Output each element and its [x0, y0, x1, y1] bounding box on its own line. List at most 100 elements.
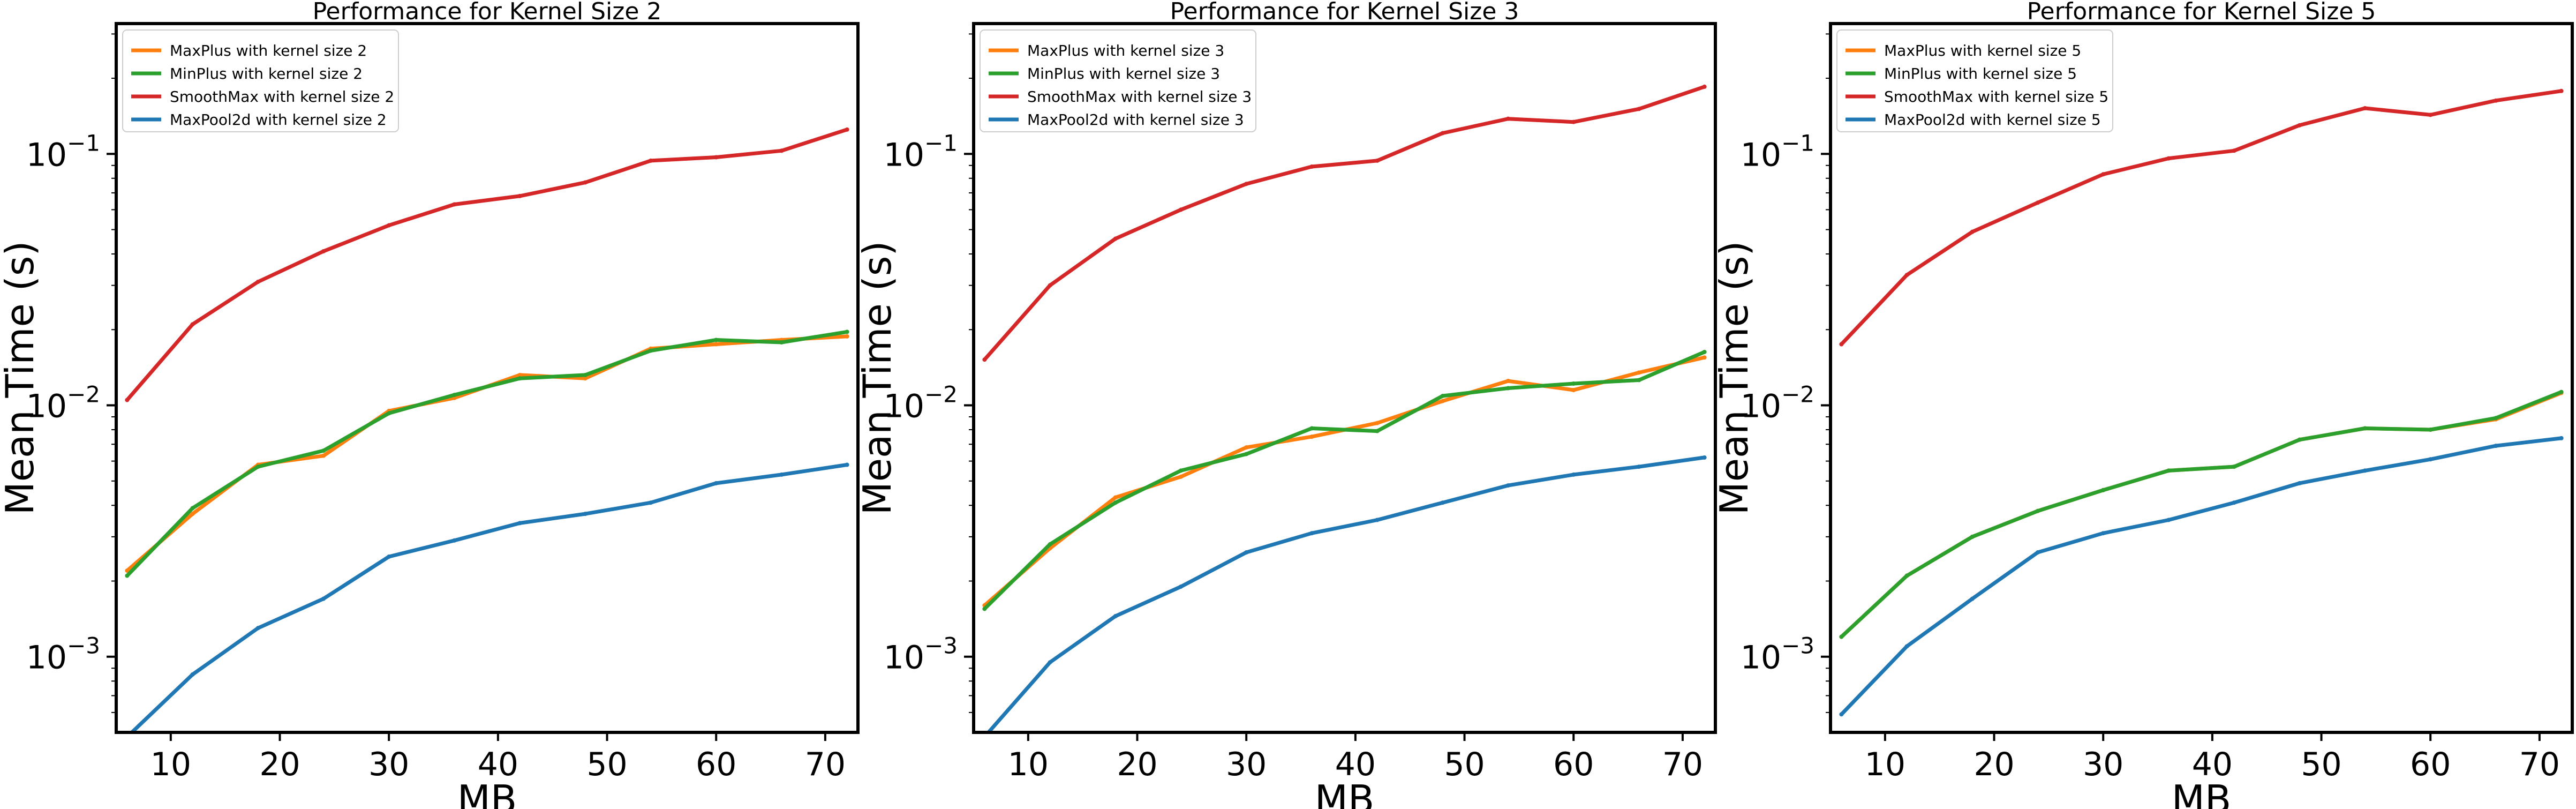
- data-point: [1048, 283, 1052, 288]
- data-point: [649, 158, 653, 163]
- data-point: [2559, 88, 2564, 93]
- data-point: [452, 393, 457, 398]
- legend-box: [980, 29, 1256, 132]
- chart-title: Performance for Kernel Size 3: [1170, 0, 1519, 25]
- data-point: [1637, 378, 1641, 383]
- legend-label: SmoothMax with kernel size 2: [170, 88, 394, 106]
- x-axis-label: MB: [457, 777, 517, 809]
- chart-title: Performance for Kernel Size 5: [2027, 0, 2376, 25]
- data-point: [255, 626, 260, 631]
- data-point: [190, 506, 195, 511]
- data-point: [255, 465, 260, 469]
- data-point: [2166, 518, 2171, 522]
- series-line: [1840, 391, 2562, 639]
- data-point: [2101, 531, 2106, 536]
- data-point: [1839, 342, 1844, 347]
- data-point: [583, 376, 587, 381]
- series-line: [983, 355, 1705, 607]
- data-point: [2559, 436, 2564, 440]
- axes-frame: [972, 22, 1717, 734]
- x-tick-label: 30: [2083, 746, 2123, 783]
- data-point: [1839, 634, 1844, 639]
- data-point: [2035, 550, 2040, 555]
- data-point: [1244, 182, 1249, 186]
- y-tick-label: 10−3: [1741, 633, 1814, 677]
- x-tick-label: 40: [478, 746, 518, 783]
- y-tick-label: 10−2: [26, 381, 100, 425]
- data-point: [190, 322, 195, 327]
- data-point: [1309, 435, 1314, 439]
- data-point: [2363, 106, 2368, 110]
- y-tick-label: 10−2: [1741, 381, 1814, 425]
- data-point: [387, 223, 391, 228]
- data-point: [1970, 229, 1975, 234]
- data-point: [1113, 495, 1118, 500]
- legend: MaxPlus with kernel size 2 MinPlus with k…: [122, 29, 399, 132]
- data-point: [779, 472, 784, 477]
- legend-label: MinPlus with kernel size 5: [1884, 65, 2077, 83]
- data-point: [190, 672, 195, 677]
- data-point: [845, 462, 849, 467]
- data-point: [1113, 236, 1118, 241]
- series-line: [1840, 436, 2562, 716]
- series-line: [126, 334, 847, 572]
- data-point: [321, 448, 326, 453]
- data-point: [2232, 465, 2236, 469]
- data-point: [1571, 388, 1576, 393]
- data-point: [1637, 465, 1641, 469]
- data-point: [1637, 370, 1641, 375]
- chart-panel: 10 20 30 40 50 60 70 10−3 10−2 10−1 Performance fo…: [855, 0, 1717, 809]
- data-point: [1309, 164, 1314, 169]
- x-axis-label: MB: [1315, 777, 1375, 809]
- series-line: [1840, 89, 2562, 346]
- x-tick-label: 70: [2519, 746, 2560, 783]
- data-point: [2101, 488, 2106, 492]
- data-point: [1702, 355, 1707, 360]
- data-point: [2363, 468, 2368, 473]
- legend: MaxPlus with kernel size 5 MinPlus with k…: [1836, 29, 2113, 132]
- x-tick-label: 30: [368, 746, 409, 783]
- data-point: [452, 202, 457, 207]
- data-point: [1178, 207, 1183, 212]
- data-point: [387, 555, 391, 559]
- x-tick-label: 50: [586, 746, 627, 783]
- data-point: [517, 372, 522, 377]
- data-point: [845, 329, 849, 334]
- series-line: [125, 128, 848, 401]
- data-point: [2494, 416, 2498, 421]
- data-point: [2166, 468, 2171, 473]
- data-point: [982, 357, 987, 362]
- chart-panel: 10 20 30 40 50 60 70 10−3 10−2 10−1 Performance fo…: [1712, 0, 2574, 809]
- data-point: [2428, 457, 2433, 462]
- data-point: [125, 573, 130, 578]
- x-tick-label: 50: [1444, 746, 1485, 783]
- data-point: [714, 342, 719, 347]
- y-tick-label: 10−2: [884, 381, 958, 425]
- data-point: [1506, 483, 1511, 488]
- data-point: [1178, 468, 1183, 473]
- data-point: [1440, 399, 1445, 403]
- data-point: [1571, 472, 1576, 477]
- legend-label: MaxPlus with kernel size 3: [1027, 42, 1224, 59]
- data-point: [2101, 172, 2106, 177]
- series-line: [983, 350, 1705, 610]
- data-point: [714, 338, 719, 342]
- data-point: [2035, 200, 2040, 205]
- x-tick-label: 20: [1117, 746, 1157, 783]
- data-point: [1048, 542, 1052, 546]
- data-point: [2035, 508, 2040, 513]
- x-tick-label: 20: [259, 746, 300, 783]
- data-point: [1309, 531, 1314, 536]
- data-point: [2428, 427, 2433, 432]
- data-point: [1113, 500, 1118, 505]
- data-point: [1702, 349, 1707, 354]
- data-point: [2559, 389, 2564, 394]
- data-point: [1244, 452, 1249, 456]
- data-point: [387, 411, 391, 416]
- x-tick-label: 40: [1335, 746, 1376, 783]
- data-point: [452, 538, 457, 543]
- y-tick-label: 10−3: [884, 633, 958, 677]
- data-point: [1375, 158, 1380, 163]
- legend-label: MaxPool2d with kernel size 2: [170, 111, 387, 129]
